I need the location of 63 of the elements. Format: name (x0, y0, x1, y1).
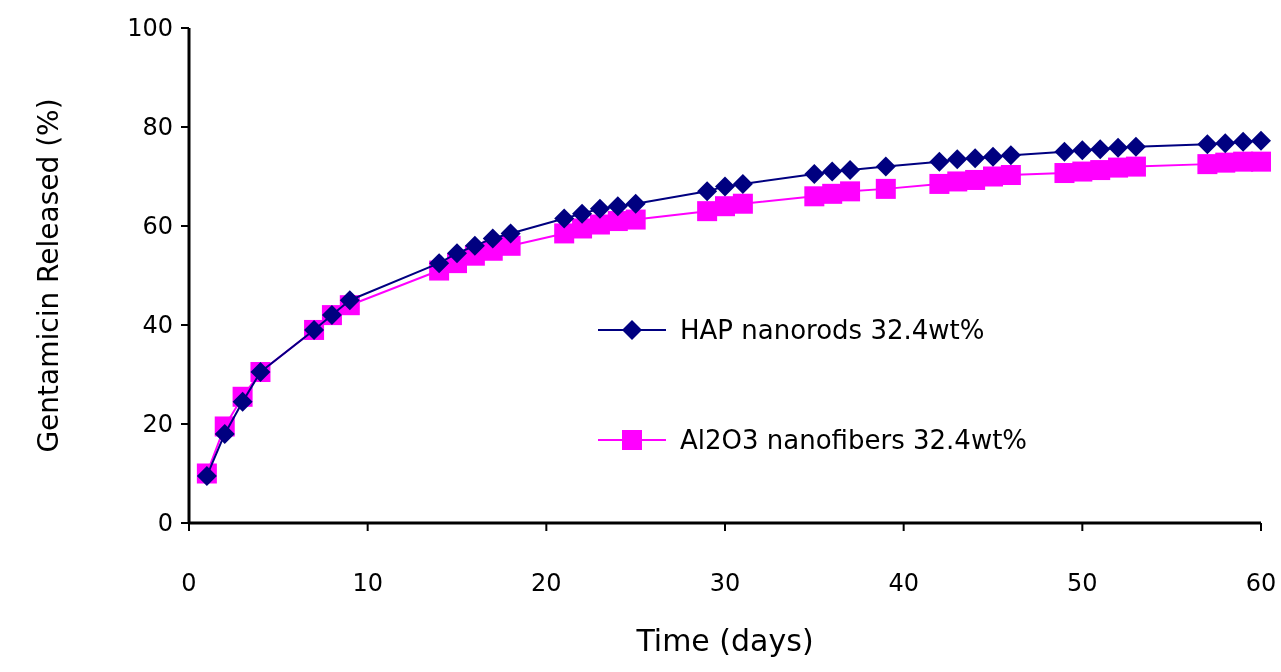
point (875, 156, 896, 177)
x-tick-label: 0 (181, 569, 197, 597)
point (1197, 134, 1218, 155)
point (929, 173, 950, 194)
point (1000, 165, 1021, 186)
x-tick-label: 20 (531, 569, 562, 597)
x-tick-label: 10 (352, 569, 383, 597)
x-axis-title: Time (days) (635, 623, 814, 658)
point (1054, 163, 1075, 184)
point (607, 196, 628, 217)
point (232, 391, 253, 412)
point (1125, 156, 1146, 177)
point (589, 198, 610, 219)
point (983, 146, 1003, 167)
point (1090, 139, 1111, 160)
x-tick-label: 40 (888, 569, 919, 597)
point (840, 181, 861, 202)
point (697, 201, 718, 222)
y-tick-label: 40 (142, 311, 173, 340)
point (1251, 130, 1271, 151)
x-tick-label: 50 (1067, 569, 1098, 597)
point (875, 178, 896, 199)
x-tick-label: 60 (1245, 569, 1277, 597)
point (697, 181, 718, 202)
point (554, 208, 575, 229)
point (1125, 136, 1146, 157)
legend-label: Al2O3 nanofibers 32.4wt% (680, 425, 1028, 456)
point (482, 228, 503, 249)
point (572, 203, 593, 224)
point (500, 223, 521, 244)
y-tick-label: 60 (142, 212, 173, 241)
point (822, 161, 843, 182)
point (840, 160, 861, 181)
point (1108, 137, 1129, 158)
point (447, 243, 467, 264)
point (625, 209, 646, 230)
point (1215, 133, 1236, 154)
y-tick-label: 100 (127, 14, 173, 43)
point (464, 235, 485, 256)
point (1251, 151, 1271, 172)
point (429, 253, 450, 274)
x-tick-label: 30 (709, 569, 741, 597)
point (804, 164, 825, 185)
point (625, 193, 646, 214)
point (804, 186, 825, 207)
point (1233, 131, 1254, 152)
point (1000, 145, 1021, 166)
point (732, 193, 753, 214)
point (1054, 141, 1075, 162)
point (1072, 140, 1093, 161)
y-tick-label: 20 (142, 410, 173, 439)
point (929, 151, 950, 172)
y-tick-label: 80 (142, 113, 173, 142)
point (732, 173, 753, 194)
point (715, 176, 735, 197)
point (1197, 154, 1218, 175)
y-tick-label: 0 (157, 509, 173, 538)
legend-label: HAP nanorods 32.4wt% (680, 315, 985, 346)
point (339, 290, 360, 311)
point (947, 149, 968, 170)
point (214, 423, 235, 444)
point (965, 148, 986, 169)
y-axis-title: Gentamicin Released (%) (32, 98, 65, 453)
